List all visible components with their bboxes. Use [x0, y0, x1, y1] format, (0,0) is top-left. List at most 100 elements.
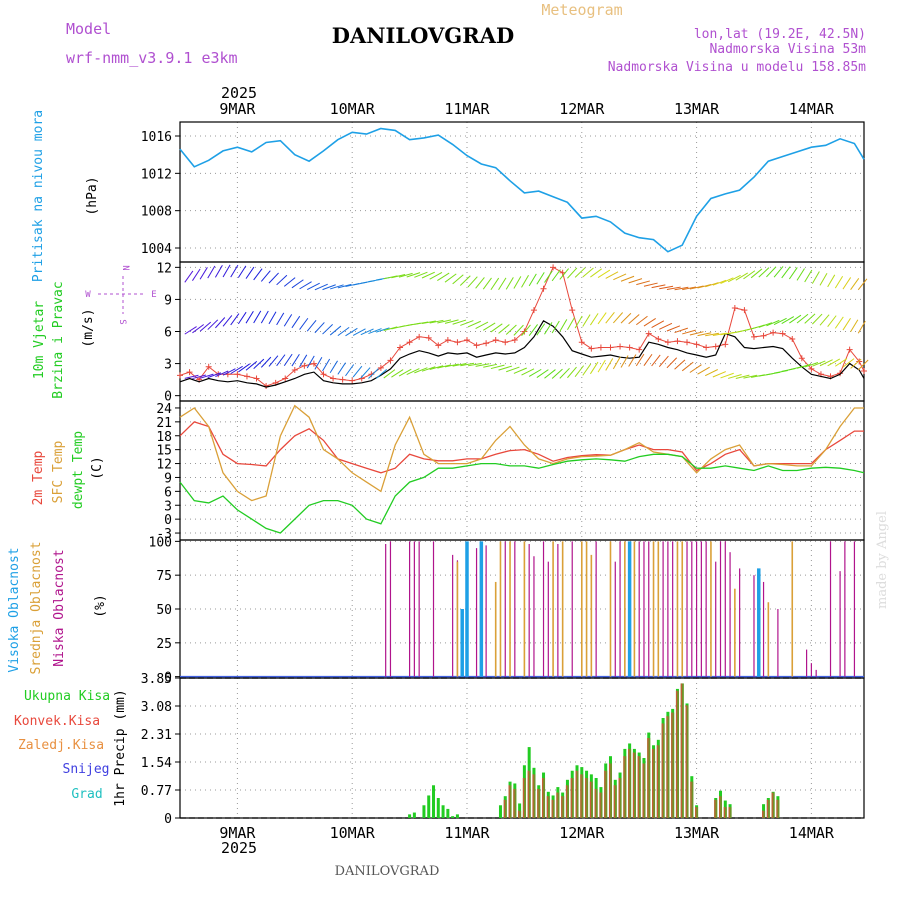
compass-rose: N W E S [85, 265, 156, 324]
gust-marker [444, 337, 451, 344]
y-tick-label: 0 [164, 812, 172, 827]
wind-arrow [620, 355, 629, 368]
precip-conv-edge [666, 716, 668, 818]
wind-arrow [329, 325, 342, 336]
y-tick-label: 1008 [141, 205, 172, 220]
wind-arrow [482, 322, 496, 331]
precip-conv-bar [537, 788, 541, 818]
precip-conv-edge [580, 774, 582, 818]
wind-arrow [796, 363, 811, 369]
wind-arrow [812, 360, 826, 367]
wind-arrow [260, 356, 272, 368]
wind-arrow [689, 285, 704, 290]
gust-marker [760, 332, 767, 339]
wind-arrow [781, 266, 791, 279]
wind-arrow [444, 363, 459, 368]
precip-conv-edge [575, 770, 577, 818]
precip-conv-edge [656, 745, 659, 818]
precip-conv-edge [565, 785, 568, 818]
y-tick-label: 75 [156, 569, 172, 584]
dewpt-side-label: dewpt Temp [71, 431, 86, 509]
precip-conv-bar [714, 799, 718, 818]
wind-arrow [337, 362, 346, 375]
gust-marker [808, 365, 815, 372]
precip-total-bar [422, 805, 426, 818]
gust-marker [416, 333, 423, 340]
wind-arrow [544, 270, 553, 283]
wind-arrow [681, 361, 694, 372]
y-tick-label: 12 [156, 261, 172, 276]
wind-arrow [528, 273, 537, 287]
gust-marker [339, 376, 346, 383]
wind-arrow [773, 317, 787, 325]
precip-conv-edge [714, 799, 716, 818]
precip-conv-bar [771, 792, 775, 818]
wind-arrow [697, 332, 712, 337]
y-tick-label: 3 [164, 358, 172, 373]
wind-arrow [743, 270, 756, 280]
precip-conv-edge [690, 781, 692, 818]
x-tick-label-top: 11MAR [444, 100, 490, 118]
wind-arrow [834, 275, 844, 289]
precip-conv-edge [719, 796, 721, 818]
wind-arrow [214, 264, 223, 278]
precip-conv-edge [518, 810, 520, 818]
wind-arrow [521, 274, 529, 288]
gust-marker [779, 330, 786, 337]
precip-total-bar [455, 814, 459, 818]
gust-marker [750, 333, 757, 340]
wind-arrow [689, 331, 704, 336]
precip-total-bar [446, 808, 450, 818]
gust-marker [330, 375, 337, 382]
wind-arrow [268, 311, 277, 325]
precip-conv-bar [618, 778, 622, 818]
wind-arrow [528, 324, 538, 336]
gust-marker [492, 337, 499, 344]
wind-arrow [697, 366, 710, 375]
wind-arrow [283, 277, 296, 287]
wind-arrow [582, 314, 591, 327]
precip-conv-edge [637, 756, 639, 818]
wind-arrow [620, 312, 632, 324]
wind-arrow [421, 320, 436, 324]
precip-conv-bar [613, 785, 617, 818]
page-title: DANILOVGRAD [332, 23, 514, 48]
precip-conv-edge [671, 712, 673, 818]
wind-arrow [421, 271, 435, 279]
pressure-line [179, 127, 865, 253]
wind-arrow [314, 322, 325, 334]
wind-arrow [551, 269, 561, 282]
precip-conv-bar [503, 799, 507, 818]
wind-arrow [689, 364, 702, 373]
precip-conv-edge [613, 785, 615, 818]
wind-arrow [597, 312, 607, 325]
gust-marker [645, 330, 652, 337]
wind-arrow [437, 364, 452, 369]
gust-marker [406, 339, 413, 346]
gust-marker [550, 264, 557, 271]
y-tick-label: 0 [164, 671, 172, 686]
precip-conv-bar [532, 774, 536, 818]
precip-conv-bar [671, 712, 675, 818]
precip-conv-bar [604, 770, 608, 818]
gust-marker [243, 373, 250, 380]
meteogram-label: Meteogram [541, 1, 622, 19]
wind-arrow [720, 277, 734, 284]
wind-arrow [521, 324, 531, 337]
wind-arrow [490, 323, 503, 333]
wind-arrow [299, 354, 308, 368]
precip-conv-edge [513, 788, 515, 818]
wind-arrow [651, 320, 665, 329]
precip-conv-edge [608, 763, 611, 818]
gust-marker [511, 337, 518, 344]
wind-arrow [276, 274, 288, 286]
wind-arrow [513, 276, 522, 289]
precip-conv-edge [632, 752, 635, 818]
precip-conv-edge [723, 807, 725, 818]
precip-total-bar [412, 812, 416, 818]
precip-conv-edge [685, 705, 687, 818]
t2m-side-label: 2m Temp [31, 450, 46, 505]
precip-conv-bar [585, 778, 589, 818]
wind-arrow [490, 277, 500, 290]
low-cloud-side-label: Niska Oblacnost [52, 549, 67, 666]
